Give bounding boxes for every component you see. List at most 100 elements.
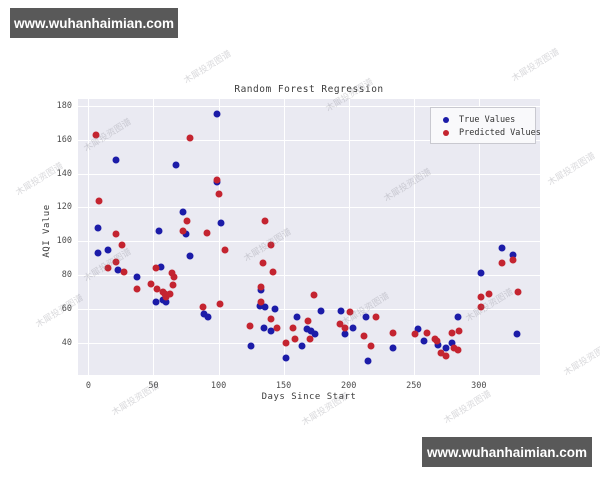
data-point-true (282, 354, 290, 362)
legend-item-true: True Values (439, 113, 529, 126)
data-point-predicted (162, 293, 170, 301)
x-tick-label: 300 (471, 381, 487, 391)
data-point-predicted (291, 335, 299, 343)
data-point-predicted (448, 329, 455, 337)
data-point-predicted (367, 342, 375, 350)
data-point-predicted (213, 176, 221, 184)
data-point-predicted (170, 273, 178, 281)
data-point-true (200, 310, 208, 318)
data-point-predicted (282, 339, 290, 347)
data-point-predicted (95, 197, 103, 205)
data-point-true (186, 252, 194, 260)
legend-label-true: True Values (459, 114, 516, 125)
plot-area: True Values Predicted Values (78, 99, 540, 375)
data-point-predicted (179, 227, 187, 235)
data-point-predicted (112, 230, 120, 238)
data-point-predicted (152, 264, 160, 272)
data-point-predicted (423, 329, 431, 337)
data-point-predicted (199, 303, 207, 311)
data-point-true (162, 298, 170, 306)
data-point-true (261, 303, 269, 311)
data-point-predicted (259, 259, 267, 267)
data-point-predicted (186, 134, 194, 142)
data-point-true (159, 296, 167, 304)
data-point-true (293, 313, 301, 321)
data-point-predicted (389, 329, 397, 337)
data-point-true (112, 156, 120, 164)
gridline-horizontal (78, 342, 540, 344)
x-tick-label: 150 (275, 381, 292, 391)
diagonal-watermark: 木犀投资图谱 (510, 47, 562, 85)
gridline-vertical (88, 99, 90, 375)
data-point-true (420, 337, 428, 345)
data-point-true (155, 227, 163, 235)
data-point-predicted (411, 330, 419, 338)
data-point-true (448, 339, 455, 347)
y-tick-label: 120 (56, 202, 72, 213)
data-point-true (317, 307, 325, 315)
data-point-true (247, 342, 255, 350)
legend-dot-predicted-icon (443, 129, 449, 136)
data-point-true (303, 325, 311, 333)
data-point-predicted (267, 315, 275, 323)
data-point-predicted (455, 327, 463, 335)
data-point-predicted (442, 352, 450, 360)
diagonal-watermark: 木犀投资图谱 (562, 341, 600, 379)
data-point-true (213, 110, 221, 118)
y-tick-label: 100 (56, 236, 72, 247)
data-point-predicted (216, 300, 224, 308)
gridline-horizontal (78, 275, 540, 277)
watermark-bar-bottom: www.wuhanhaimian.com (422, 437, 592, 467)
data-point-predicted (498, 259, 506, 267)
gridline-horizontal (78, 139, 540, 141)
data-point-true (477, 269, 485, 277)
data-point-predicted (450, 344, 458, 352)
data-point-true (133, 273, 141, 281)
data-point-true (179, 208, 187, 216)
data-point-predicted (304, 317, 312, 325)
y-tick-label: 60 (61, 303, 72, 314)
data-point-predicted (310, 291, 318, 299)
data-point-predicted (454, 346, 462, 354)
x-tick-label: 50 (148, 381, 159, 391)
data-point-true (434, 341, 442, 349)
data-point-predicted (257, 298, 265, 306)
gridline-vertical (153, 99, 155, 375)
data-point-true (217, 219, 225, 227)
data-point-predicted (257, 283, 265, 291)
diagonal-watermark: 木犀投资图谱 (182, 49, 234, 87)
gridline-horizontal (78, 241, 540, 243)
data-point-predicted (169, 281, 177, 289)
data-point-predicted (166, 290, 174, 298)
y-tick-label: 180 (56, 100, 72, 111)
data-point-predicted (514, 288, 522, 296)
data-point-true (498, 244, 506, 252)
data-point-predicted (289, 324, 297, 332)
data-point-true (260, 324, 268, 332)
data-point-predicted (246, 322, 254, 330)
gridline-horizontal (78, 308, 540, 310)
data-point-true (349, 324, 357, 332)
data-point-predicted (261, 217, 269, 225)
data-point-predicted (477, 293, 485, 301)
data-point-predicted (203, 229, 211, 237)
data-point-true (94, 224, 102, 232)
data-point-predicted (221, 246, 229, 254)
data-point-predicted (120, 268, 128, 276)
data-point-predicted (112, 258, 120, 266)
data-point-predicted (341, 324, 349, 332)
data-point-predicted (104, 264, 112, 272)
data-point-predicted (433, 337, 441, 345)
legend-label-predicted: Predicted Values (459, 127, 540, 138)
data-point-true (362, 313, 370, 321)
diagonal-watermark: 木犀投资图谱 (546, 151, 598, 189)
gridline-horizontal (78, 173, 540, 175)
data-point-predicted (509, 256, 517, 264)
y-tick-label: 160 (56, 134, 72, 145)
data-point-predicted (153, 285, 161, 293)
data-point-predicted (437, 349, 445, 357)
gridline-horizontal (78, 207, 540, 209)
data-point-true (509, 251, 517, 259)
data-point-predicted (267, 241, 275, 249)
